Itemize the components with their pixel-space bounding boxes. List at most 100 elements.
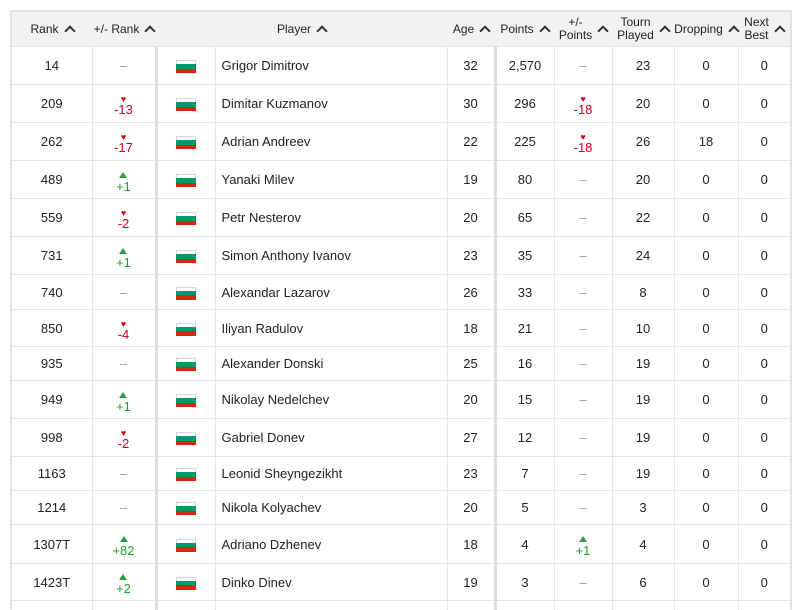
points-change-cell: –: [554, 47, 612, 85]
rank-change-cell: ♥-2: [92, 199, 156, 237]
dropping-cell: [674, 601, 738, 610]
tourn-played-cell: 20: [612, 85, 674, 123]
points-change-value: -18: [574, 141, 593, 155]
points-change: ♥-18: [574, 95, 593, 117]
sort-chevron-up-icon[interactable]: [728, 25, 739, 36]
rank-change-cell: ♥-4: [92, 310, 156, 347]
rank-cell: 1307T: [12, 525, 92, 564]
arrow-up-icon: [119, 574, 127, 580]
bulgaria-flag-icon: [176, 539, 196, 552]
sort-chevron-up-icon[interactable]: [145, 25, 156, 36]
col-points-header[interactable]: Points: [495, 12, 554, 47]
flag-cell: [156, 275, 215, 310]
tourn-played-cell: 19: [612, 457, 674, 491]
rank-change: +82: [112, 536, 134, 558]
points-change: ♥-18: [574, 133, 593, 155]
col-player-header[interactable]: Player: [156, 12, 447, 47]
tourn-played-cell: 23: [612, 47, 674, 85]
player-name[interactable]: Nikola Kolyachev: [215, 491, 447, 525]
player-name[interactable]: Nikolay Nedelchev: [215, 381, 447, 419]
player-name[interactable]: Dinko Dinev: [215, 564, 447, 601]
tourn-played-cell: 19: [612, 419, 674, 457]
player-name[interactable]: Adrian Andreev: [215, 123, 447, 161]
points-change-cell: –: [554, 457, 612, 491]
player-name[interactable]: Alexander Donski: [215, 347, 447, 381]
rank-change-cell: ♥-17: [92, 123, 156, 161]
points-cell: 225: [495, 123, 554, 161]
header-label: Player: [277, 23, 311, 36]
rank-change: +2: [116, 574, 131, 596]
player-name[interactable]: Dimitar Kuzmanov: [215, 85, 447, 123]
sort-chevron-up-icon[interactable]: [774, 25, 785, 36]
tourn-played-cell: 3: [612, 491, 674, 525]
player-name[interactable]: Adriano Dzhenev: [215, 525, 447, 564]
player-name[interactable]: Simon Anthony Ivanov: [215, 237, 447, 275]
col-rank-header[interactable]: Rank: [12, 12, 92, 47]
sort-chevron-up-icon[interactable]: [316, 25, 327, 36]
player-name[interactable]: Leonid Sheyngezikht: [215, 457, 447, 491]
dropping-cell: 0: [674, 237, 738, 275]
sort-chevron-up-icon[interactable]: [659, 25, 670, 36]
col-age-header[interactable]: Age: [447, 12, 495, 47]
player-name[interactable]: Iliyan Radulov: [215, 310, 447, 347]
rank-change-value: -2: [118, 437, 130, 451]
rank-change-cell: +2: [92, 564, 156, 601]
next-best-cell: 0: [738, 123, 790, 161]
points-change-value: -18: [574, 103, 593, 117]
col-points-change-header[interactable]: +/-Points: [554, 12, 612, 47]
table-row[interactable]: [12, 601, 790, 610]
tourn-played-cell: 19: [612, 381, 674, 419]
player-name[interactable]: Gabriel Donev: [215, 419, 447, 457]
points-change-none: –: [579, 172, 586, 187]
flag-cell: [156, 310, 215, 347]
rank-cell: 850: [12, 310, 92, 347]
col-dropping-header[interactable]: Dropping: [674, 12, 738, 47]
sort-chevron-up-icon[interactable]: [539, 25, 550, 36]
age-cell: 32: [447, 47, 495, 85]
rank-cell: 1423T: [12, 564, 92, 601]
next-best-cell: 0: [738, 491, 790, 525]
sort-chevron-up-icon[interactable]: [64, 25, 75, 36]
bulgaria-flag-icon: [176, 394, 196, 407]
rank-change: +1: [116, 392, 131, 414]
header-label: +/- Rank: [94, 23, 140, 36]
player-name[interactable]: Grigor Dimitrov: [215, 47, 447, 85]
next-best-cell: 0: [738, 347, 790, 381]
points-cell: 4: [495, 525, 554, 564]
dropping-cell: 0: [674, 491, 738, 525]
sort-chevron-up-icon[interactable]: [598, 25, 609, 36]
next-best-cell: [738, 601, 790, 610]
arrow-up-icon: [119, 172, 127, 178]
dropping-cell: 0: [674, 161, 738, 199]
player-name[interactable]: Alexandar Lazarov: [215, 275, 447, 310]
tourn-played-cell: [612, 601, 674, 610]
tourn-played-cell: 19: [612, 347, 674, 381]
col-rank-change-header[interactable]: +/- Rank: [92, 12, 156, 47]
tourn-played-cell: 8: [612, 275, 674, 310]
player-name[interactable]: Yanaki Milev: [215, 161, 447, 199]
points-cell: 33: [495, 275, 554, 310]
rank-change-cell: –: [92, 47, 156, 85]
player-name[interactable]: Petr Nesterov: [215, 199, 447, 237]
sort-chevron-up-icon[interactable]: [480, 25, 491, 36]
bulgaria-flag-icon: [176, 174, 196, 187]
